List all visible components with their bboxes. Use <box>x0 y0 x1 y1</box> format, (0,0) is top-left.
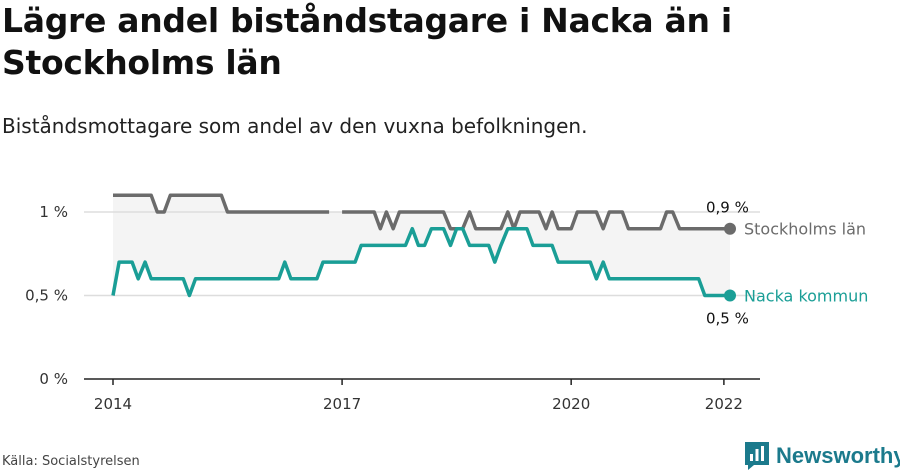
end-point-nacka-kommun <box>724 289 736 302</box>
y-tick-label: 0 % <box>39 370 68 388</box>
newsworthy-brand: Newsworthy <box>744 441 900 471</box>
y-tick-label: 1 % <box>39 203 68 221</box>
x-tick-label: 2022 <box>705 395 743 413</box>
series-line-stockholms-l-n <box>113 193 330 214</box>
end-point-stockholms-l-n <box>724 222 736 235</box>
source-note: Källa: Socialstyrelsen <box>2 454 140 469</box>
series-label-nacka-kommun: Nacka kommun <box>744 287 868 306</box>
series-label-stockholms-l-n: Stockholms län <box>744 220 866 239</box>
brand-name: Newsworthy <box>776 443 900 468</box>
end-value-label-nacka-kommun: 0,5 % <box>706 310 749 328</box>
chart-subtitle: Biståndsmottagare som andel av den vuxna… <box>2 114 588 138</box>
x-tick-label: 2020 <box>552 395 590 413</box>
y-tick-label: 0,5 % <box>25 287 68 305</box>
x-tick-label: 2014 <box>94 395 132 413</box>
end-value-label-stockholms-l-n: 0,9 % <box>706 199 749 217</box>
series-line-stockholms-l-n <box>342 210 730 231</box>
series-line-nacka-kommun <box>111 226 730 298</box>
chart-title: Lägre andel biståndstagare i Nacka än i … <box>2 1 732 82</box>
x-tick-label: 2017 <box>323 395 361 413</box>
newsworthy-logo-icon <box>745 442 769 470</box>
